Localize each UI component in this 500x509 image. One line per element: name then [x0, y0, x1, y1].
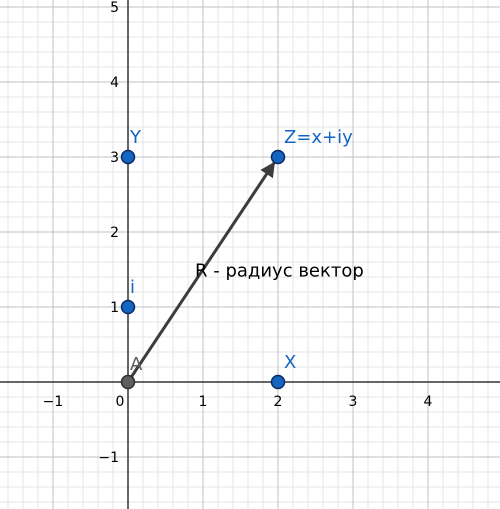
point-label-X: X	[284, 352, 296, 373]
point-i	[120, 299, 136, 315]
vectors: R - радиус вектор	[126, 161, 364, 383]
points: Ai Y X Z=x+iy	[120, 127, 353, 390]
y-tick-label: 2	[110, 225, 119, 241]
y-tick-label: −1	[98, 450, 119, 466]
x-tick-label: 4	[424, 394, 433, 410]
point-X	[270, 374, 286, 390]
point-A	[120, 374, 136, 390]
x-tick-label: 2	[274, 394, 283, 410]
point-Z	[270, 149, 286, 165]
radius-vector-label: R - радиус вектор	[195, 261, 364, 282]
tick-labels: −1 0 1 2 3 4 −1 1 2 3 4 5	[43, 0, 433, 466]
x-tick-label: −1	[43, 394, 64, 410]
y-tick-label: 5	[110, 0, 119, 16]
point-label-Z: Z=x+iy	[284, 127, 353, 148]
point-label-A: A	[130, 354, 143, 375]
radius-vector	[126, 161, 276, 383]
y-tick-label: 4	[110, 75, 119, 91]
point-Y	[120, 149, 136, 165]
x-tick-label: 1	[199, 394, 208, 410]
point-label-Y: Y	[129, 127, 142, 148]
y-tick-label: 3	[110, 150, 119, 166]
x-tick-label: 3	[349, 394, 358, 410]
point-label-i: i	[130, 277, 135, 298]
x-tick-label: 0	[116, 394, 125, 410]
y-tick-label: 1	[110, 300, 119, 316]
